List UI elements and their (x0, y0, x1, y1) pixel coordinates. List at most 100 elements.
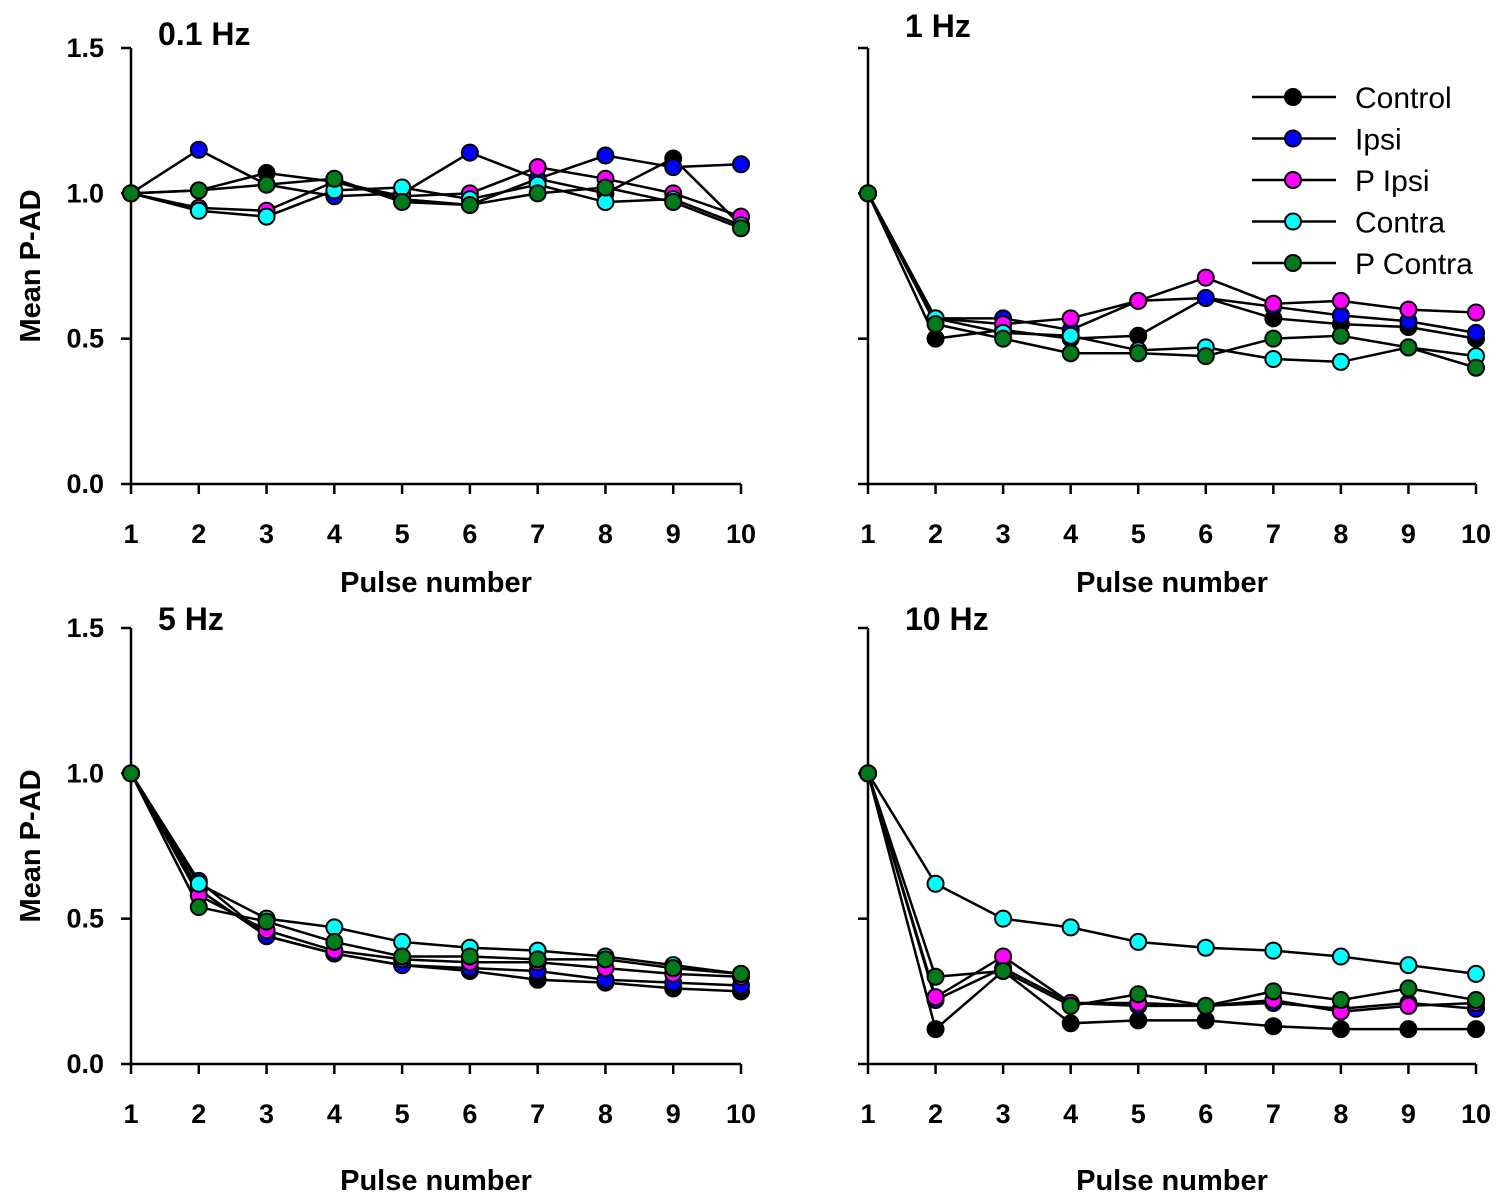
series-line-control (866, 192, 1477, 341)
legend-marker (1284, 212, 1302, 231)
x-tick-label: 2 (928, 519, 943, 549)
x-tick-label: 1 (860, 519, 875, 549)
series-line-contra (866, 772, 1477, 976)
legend-label: P Contra (1355, 248, 1473, 281)
x-tick-label: 9 (1401, 519, 1416, 549)
series-line-p-ipsi (866, 192, 1477, 326)
series-line-contra (866, 192, 1477, 364)
data-point-p-ipsi (1196, 268, 1215, 287)
x-tick-label: 8 (598, 1099, 613, 1129)
data-point-p-contra (1129, 344, 1148, 363)
panel-title: 5 Hz (158, 601, 224, 637)
x-tick-label: 2 (191, 1099, 206, 1129)
data-point-contra (1467, 964, 1485, 983)
data-point-ipsi (189, 140, 208, 159)
data-point-control (926, 1020, 945, 1039)
data-point-p-contra (325, 169, 344, 188)
data-point-p-contra (122, 184, 140, 203)
panel-1: 0.0 0.5 1.0 1.5 1 2 3 4 5 6 7 8 9 10 Pulse number Mean … (15, 16, 756, 599)
data-point-contra (1331, 947, 1350, 966)
data-point-p-contra (994, 961, 1013, 980)
x-tick-label: 3 (996, 1099, 1011, 1129)
data-point-contra (1264, 350, 1283, 369)
x-tick-label: 1 (123, 519, 138, 549)
data-point-p-contra (1264, 982, 1283, 1001)
series-line-control (129, 772, 742, 993)
series-line-ipsi (866, 192, 1477, 335)
data-point-contra (1399, 956, 1418, 975)
data-point-p-contra (460, 947, 479, 966)
data-point-contra (189, 874, 208, 893)
data-point-contra (926, 874, 945, 893)
x-axis-label: Pulse number (1076, 567, 1268, 599)
y-tick-label: 1.0 (66, 178, 104, 208)
data-point-contra (1196, 938, 1215, 957)
data-point-p-contra (1061, 996, 1080, 1015)
data-point-ipsi (1467, 323, 1485, 342)
legend-item: Contra (1252, 207, 1445, 240)
legend-label: Ipsi (1355, 124, 1402, 157)
x-tick-label: 4 (1063, 1099, 1078, 1129)
x-axis-label: Pulse number (340, 1165, 532, 1197)
x-tick-label: 9 (1401, 1099, 1416, 1129)
data-point-p-contra (859, 764, 877, 783)
data-point-p-contra (325, 932, 344, 951)
data-point-p-contra (257, 912, 276, 931)
legend-item: P Contra (1252, 248, 1473, 281)
data-point-p-contra (664, 959, 683, 978)
x-tick-label: 8 (598, 519, 613, 549)
series-line-p-contra (866, 192, 1477, 369)
data-point-p-contra (189, 181, 208, 200)
x-tick-label: 10 (726, 519, 756, 549)
x-tick-label: 2 (928, 1099, 943, 1129)
panel-2: 1 2 3 4 5 6 7 8 9 10 Pulse number 1 Hz (858, 8, 1491, 599)
data-point-ipsi (460, 143, 479, 162)
y-axis-label: Mean P-AD (15, 769, 47, 922)
x-tick-label: 5 (1131, 1099, 1146, 1129)
data-point-p-contra (393, 193, 412, 212)
x-tick-label: 3 (259, 1099, 274, 1129)
x-tick-label: 10 (1461, 1099, 1491, 1129)
data-point-p-ipsi (1399, 300, 1418, 319)
data-point-control (1061, 1014, 1080, 1033)
x-tick-label: 10 (1461, 519, 1491, 549)
data-point-p-contra (1196, 996, 1215, 1015)
panel-title: 10 Hz (905, 601, 989, 637)
legend-marker (1284, 88, 1302, 106)
data-point-contra (1061, 918, 1080, 937)
series-line-p-ipsi (866, 772, 1477, 1013)
panel-title: 0.1 Hz (158, 16, 250, 52)
x-tick-label: 4 (1063, 519, 1078, 549)
data-point-control (1264, 1017, 1283, 1036)
data-point-p-contra (732, 964, 750, 983)
data-point-p-contra (926, 967, 945, 986)
x-tick-label: 10 (726, 1099, 756, 1129)
x-tick-label: 9 (666, 519, 681, 549)
data-point-contra (1264, 941, 1283, 960)
data-point-p-contra (1467, 991, 1485, 1010)
data-point-p-contra (189, 898, 208, 917)
legend-label: Contra (1355, 207, 1445, 240)
series-line-ipsi (129, 772, 742, 987)
y-tick-label: 0.5 (66, 324, 104, 354)
x-tick-label: 6 (1198, 1099, 1213, 1129)
y-axis-label: Mean P-AD (15, 189, 47, 342)
x-tick-label: 9 (666, 1099, 681, 1129)
data-point-control (1399, 1020, 1418, 1039)
data-point-p-contra (994, 329, 1013, 348)
x-tick-label: 6 (462, 519, 477, 549)
data-point-ipsi (1196, 288, 1215, 307)
series-line-p-contra (129, 772, 742, 976)
legend-label: Control (1355, 82, 1452, 115)
data-point-p-contra (528, 950, 547, 969)
series-line-contra (129, 772, 742, 976)
data-point-ipsi (664, 158, 683, 177)
x-tick-label: 7 (530, 1099, 545, 1129)
y-tick-label: 1.0 (66, 758, 104, 788)
data-point-p-contra (1061, 344, 1080, 363)
series-line-p-ipsi (130, 165, 742, 218)
data-point-p-contra (596, 950, 615, 969)
series-line-p-contra (866, 772, 1477, 1008)
y-tick-label: 0.5 (66, 904, 104, 934)
data-point-p-contra (1129, 985, 1148, 1004)
